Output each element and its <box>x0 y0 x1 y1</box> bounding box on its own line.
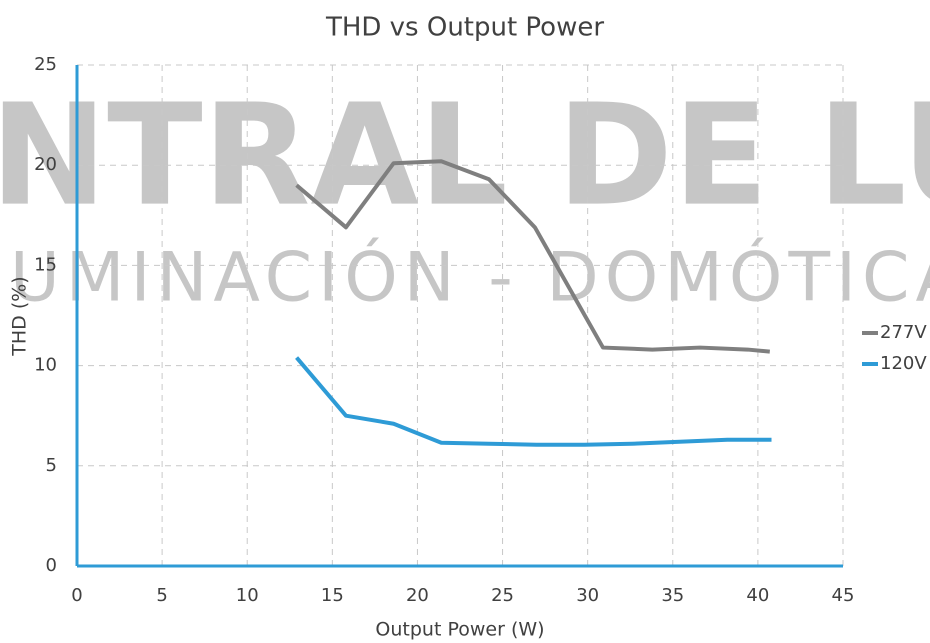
x-tick-label: 30 <box>576 585 599 606</box>
watermark: UMINACIÓN - DOMÓTICA <box>10 238 930 318</box>
x-tick-label: 25 <box>491 585 514 606</box>
watermark: NTRAL DE LU <box>0 75 930 238</box>
x-tick-label: 40 <box>746 585 769 606</box>
y-tick-label: 0 <box>46 555 57 576</box>
x-tick-label: 0 <box>71 585 82 606</box>
x-tick-label: 10 <box>236 585 259 606</box>
x-tick-label: 15 <box>321 585 344 606</box>
x-tick-label: 5 <box>156 585 167 606</box>
y-axis-label: THD (%) <box>9 276 31 356</box>
series-line <box>295 356 772 447</box>
legend-label: 277V <box>880 322 927 343</box>
x-tick-label: 45 <box>832 585 855 606</box>
y-tick-label: 15 <box>34 254 57 275</box>
x-tick-label: 20 <box>406 585 429 606</box>
y-tick-label: 25 <box>34 54 57 75</box>
y-tick-label: 10 <box>34 355 57 376</box>
x-axis-label: Output Power (W) <box>375 619 544 641</box>
y-tick-label: 5 <box>46 455 57 476</box>
chart-title: THD vs Output Power <box>325 13 604 43</box>
legend-label: 120V <box>880 353 927 374</box>
y-tick-label: 20 <box>34 154 57 175</box>
series-line <box>295 159 770 354</box>
x-tick-label: 35 <box>661 585 684 606</box>
